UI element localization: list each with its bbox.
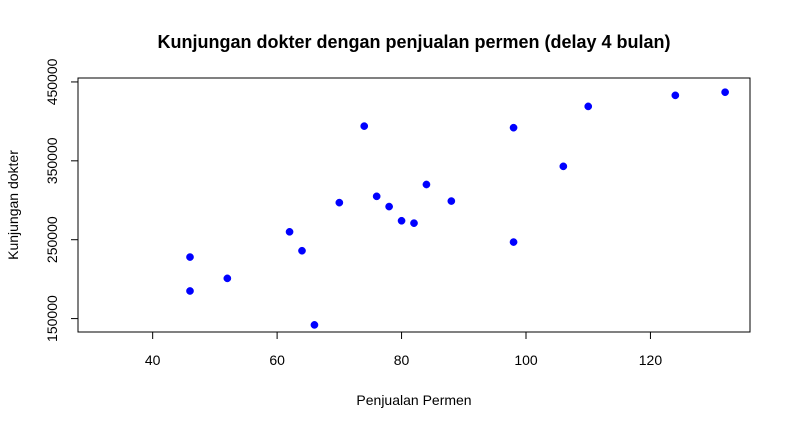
x-tick-label: 100	[514, 352, 538, 368]
data-point	[559, 162, 568, 171]
y-axis-label: Kunjungan dokter	[5, 150, 21, 260]
data-point	[186, 287, 194, 295]
data-point	[186, 253, 194, 261]
data-point	[298, 246, 306, 255]
data-point	[671, 91, 680, 100]
data-point	[335, 198, 344, 207]
data-point	[422, 180, 431, 189]
x-axis: 40 60 80 100 120	[145, 331, 663, 368]
data-points	[186, 88, 729, 329]
data-point	[397, 216, 406, 225]
y-tick-label: 450000	[44, 58, 60, 105]
data-point	[385, 202, 393, 211]
data-point	[410, 219, 418, 227]
chart-title: Kunjungan dokter dengan penjualan permen…	[157, 32, 670, 52]
data-point	[509, 123, 518, 132]
x-tick-label: 120	[639, 352, 663, 368]
data-point	[360, 122, 369, 130]
x-tick-label: 60	[269, 352, 285, 368]
x-axis-label: Penjualan Permen	[356, 392, 471, 408]
y-tick-label: 250000	[44, 216, 60, 263]
data-point	[447, 197, 456, 205]
y-tick-label: 350000	[44, 137, 60, 184]
data-point	[372, 192, 381, 201]
data-point	[223, 274, 232, 283]
y-tick-label: 150000	[44, 295, 60, 342]
data-point	[721, 88, 729, 97]
x-tick-label: 40	[145, 352, 161, 368]
plot-frame	[77, 77, 751, 333]
data-point	[509, 238, 518, 246]
y-axis: 150000 250000 350000 450000	[44, 58, 79, 342]
data-point	[584, 102, 593, 111]
data-point	[310, 321, 319, 329]
x-tick-label: 80	[394, 352, 410, 368]
data-point	[285, 227, 294, 236]
